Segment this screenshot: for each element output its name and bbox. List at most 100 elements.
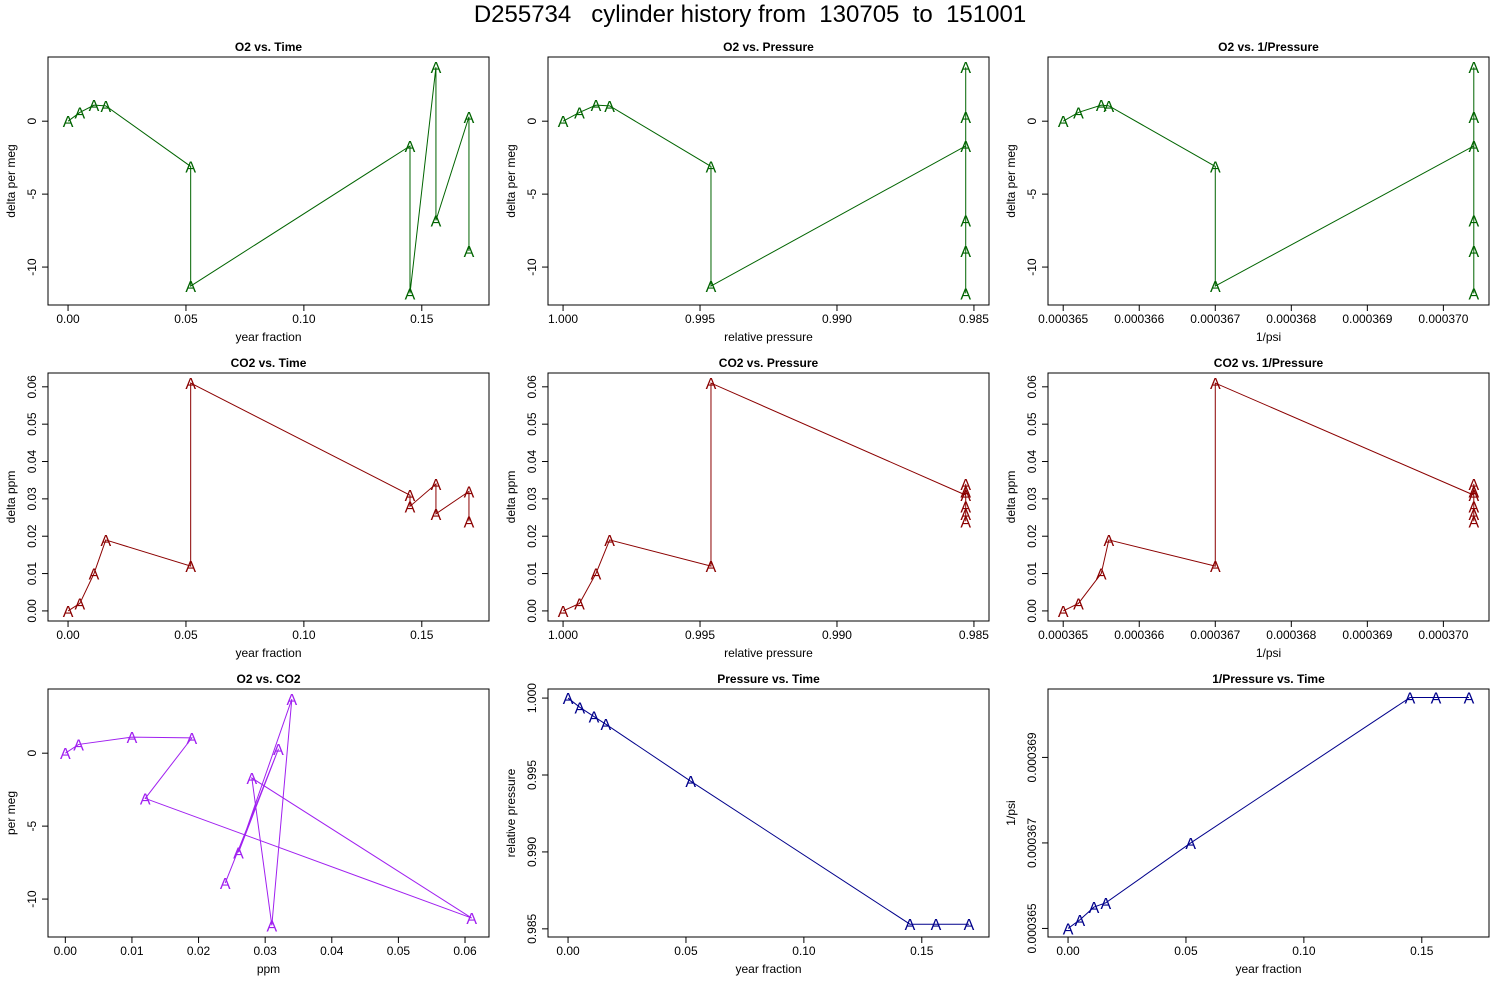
x-tick-label: 0.000366 — [1114, 628, 1164, 642]
y-tick-label: -10 — [1025, 258, 1039, 276]
y-axis-label: delta ppm — [504, 471, 518, 524]
y-axis-label: relative pressure — [504, 768, 518, 857]
x-tick-label: 0.03 — [253, 944, 277, 958]
data-point: A — [266, 918, 277, 935]
y-tick-label: 0 — [25, 750, 39, 757]
data-point: A — [563, 691, 574, 708]
data-point: A — [1096, 98, 1107, 115]
y-axis-label: per meg — [4, 791, 18, 835]
data-point: A — [89, 98, 100, 115]
data-point: A — [1075, 913, 1086, 930]
y-tick-label: 0.03 — [25, 487, 39, 511]
data-point: A — [89, 567, 100, 584]
chart-title: O2 vs. Time — [235, 40, 302, 54]
data-point: A — [1058, 114, 1069, 131]
data-point: A — [140, 791, 151, 808]
x-axis-label: ppm — [257, 962, 280, 976]
data-point: A — [706, 279, 717, 296]
chart-title: 1/Pressure vs. Time — [1212, 672, 1325, 686]
x-tick-label: 0.990 — [822, 312, 852, 326]
plot-frame — [47, 56, 490, 306]
x-tick-label: 0.06 — [453, 944, 477, 958]
data-point: A — [405, 139, 416, 156]
data-point: A — [1468, 514, 1479, 531]
series-line — [1062, 67, 1475, 294]
plot-frame — [547, 372, 990, 622]
data-point: A — [604, 533, 615, 550]
data-point: A — [127, 730, 138, 747]
data-point: A — [1468, 488, 1479, 505]
plot-frame — [547, 688, 990, 938]
data-point: A — [706, 559, 717, 576]
y-tick-label: 0.995 — [525, 760, 539, 790]
x-tick-label: 0.05 — [174, 628, 198, 642]
series-line — [1067, 697, 1469, 929]
x-tick-label: 0.02 — [187, 944, 211, 958]
data-point: A — [558, 604, 569, 621]
data-point: A — [273, 742, 284, 759]
x-axis-label: year fraction — [235, 330, 301, 344]
data-point: A — [960, 499, 971, 516]
y-tick-label: 0.04 — [525, 450, 539, 474]
data-point: A — [575, 700, 586, 717]
y-tick-label: 0.03 — [1025, 487, 1039, 511]
data-point: A — [706, 376, 717, 393]
y-tick-label: -10 — [25, 890, 39, 908]
y-tick-label: 0.05 — [525, 412, 539, 436]
data-point: A — [1468, 213, 1479, 230]
x-tick-label: 0.00 — [54, 944, 78, 958]
data-point: A — [187, 731, 198, 748]
data-point: A — [589, 710, 600, 727]
x-axis-label: 1/psi — [1256, 330, 1281, 344]
x-tick-label: 0.00 — [556, 944, 580, 958]
chart-panel: CO2 vs. Time year fraction delta ppm 0.00 0.… — [4, 356, 490, 660]
chart-title: O2 vs. Pressure — [723, 40, 814, 54]
y-tick-label: -5 — [25, 820, 39, 831]
series-line — [562, 382, 967, 612]
data-point: A — [1058, 604, 1069, 621]
x-tick-label: 0.000366 — [1114, 312, 1164, 326]
x-axis-label: relative pressure — [724, 646, 813, 660]
y-axis-label: 1/psi — [1004, 800, 1018, 825]
data-point: A — [706, 159, 717, 176]
x-tick-label: 0.00 — [56, 312, 80, 326]
data-point: A — [1468, 110, 1479, 127]
x-tick-label: 0.000365 — [1038, 312, 1088, 326]
data-point: A — [185, 376, 196, 393]
y-tick-label: 0.02 — [525, 524, 539, 548]
x-axis-label: year fraction — [235, 646, 301, 660]
data-point: A — [1100, 896, 1111, 913]
plot-frame — [1047, 372, 1490, 622]
data-point: A — [464, 110, 475, 127]
data-point: A — [1089, 900, 1100, 917]
y-tick-label: 0.06 — [525, 375, 539, 399]
data-point: A — [960, 488, 971, 505]
x-tick-label: 0.05 — [174, 312, 198, 326]
data-point: A — [185, 279, 196, 296]
data-point: A — [75, 105, 86, 122]
data-point: A — [960, 514, 971, 531]
data-point: A — [1210, 376, 1221, 393]
plot-frame — [547, 56, 990, 306]
data-point: A — [960, 286, 971, 303]
chart-panel: 1/Pressure vs. Time year fraction 1/psi 0.0… — [1004, 672, 1490, 976]
y-tick-label: 0.000369 — [1025, 732, 1039, 782]
y-tick-label: 0.01 — [1025, 562, 1039, 586]
y-axis-label: delta per meg — [1004, 144, 1018, 217]
y-tick-label: -5 — [1025, 188, 1039, 199]
data-point: A — [100, 533, 111, 550]
data-point: A — [960, 484, 971, 501]
data-point: A — [63, 114, 74, 131]
chart-panel: CO2 vs. Pressure relative pressure delta p… — [504, 356, 990, 660]
x-tick-label: 0.05 — [1174, 944, 1198, 958]
x-tick-label: 0.995 — [685, 312, 715, 326]
data-point: A — [1468, 244, 1479, 261]
data-point: A — [960, 139, 971, 156]
x-axis-label: 1/psi — [1256, 646, 1281, 660]
page-title: D255734 cylinder history from 130705 to … — [473, 1, 1027, 28]
data-point: A — [220, 876, 231, 893]
series-line — [1062, 382, 1475, 612]
chart-title: Pressure vs. Time — [717, 672, 820, 686]
data-point: A — [960, 213, 971, 230]
y-axis-label: delta per meg — [504, 144, 518, 217]
